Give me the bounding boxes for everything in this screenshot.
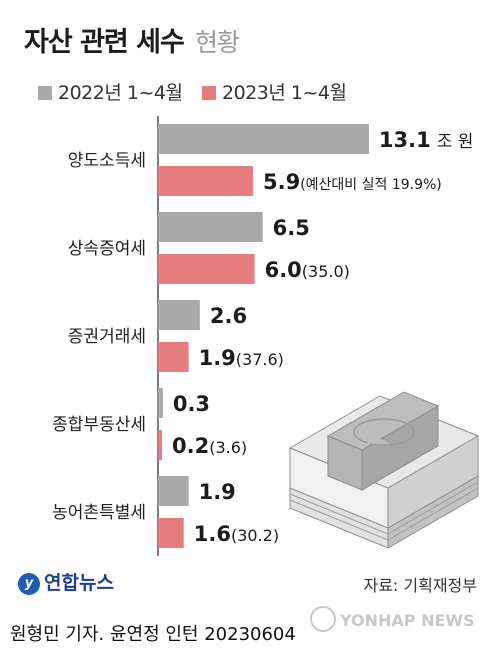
bar-2023 bbox=[158, 254, 255, 284]
note-label: (37.6) bbox=[236, 350, 284, 369]
value-label: 1.6(30.2) bbox=[194, 522, 279, 546]
watermark-text: YONHAP NEWS bbox=[340, 611, 475, 630]
note-label: (3.6) bbox=[209, 438, 247, 457]
category-label: 양도소득세 bbox=[68, 151, 146, 171]
category-label: 농어촌특별세 bbox=[52, 503, 146, 523]
brand-name: 연합뉴스 bbox=[44, 572, 114, 594]
unit-label: 조 원 bbox=[437, 132, 474, 152]
money-stack-icon bbox=[288, 391, 480, 549]
legend-label-2023: 2023년 1~4월 bbox=[222, 82, 347, 104]
value-label: 13.1 조 원 bbox=[379, 128, 474, 152]
legend: 2022년 1~4월 2023년 1~4월 bbox=[38, 78, 360, 105]
note-label: (30.2) bbox=[231, 526, 279, 545]
watermark-logo-icon bbox=[310, 606, 336, 632]
legend-swatch-2023 bbox=[202, 86, 216, 100]
value-label: 1.9 bbox=[199, 480, 236, 504]
value-label: 0.2(3.6) bbox=[172, 434, 247, 458]
source-note: 자료: 기획재정부 bbox=[363, 576, 477, 595]
value-label: 6.5 bbox=[273, 216, 310, 240]
bar-2022 bbox=[158, 212, 263, 242]
bar-2023 bbox=[158, 518, 184, 548]
value-label: 0.3 bbox=[173, 392, 210, 416]
bar-2022 bbox=[158, 300, 200, 330]
value-label: 1.9(37.6) bbox=[199, 346, 284, 370]
note-label: (예산대비 실적 19.9%) bbox=[300, 177, 442, 193]
legend-label-2022: 2022년 1~4월 bbox=[58, 82, 183, 104]
value-label: 6.0(35.0) bbox=[265, 258, 350, 282]
bar-2023 bbox=[158, 430, 162, 460]
bar-2022 bbox=[158, 388, 163, 418]
value-label: 2.6 bbox=[210, 304, 247, 328]
category-label: 증권거래세 bbox=[68, 327, 146, 347]
credit-line: 원형민 기자. 윤연정 인턴 20230604 bbox=[10, 624, 296, 645]
title-sub: 현황 bbox=[194, 28, 240, 57]
title-main: 자산 관련 세수 bbox=[24, 27, 185, 58]
bar-2022 bbox=[158, 124, 369, 154]
bar-2022 bbox=[158, 476, 189, 506]
note-label: (35.0) bbox=[302, 262, 350, 281]
chart-title: 자산 관련 세수 현황 bbox=[24, 20, 240, 59]
watermark: YONHAP NEWS bbox=[310, 606, 475, 632]
category-label: 종합부동산세 bbox=[52, 415, 146, 435]
yonhap-logo-icon: y bbox=[18, 573, 40, 595]
legend-swatch-2022 bbox=[38, 86, 52, 100]
legend-item-2023: 2023년 1~4월 bbox=[202, 78, 347, 105]
category-label: 상속증여세 bbox=[68, 239, 146, 259]
value-label: 5.9(예산대비 실적 19.9%) bbox=[263, 170, 442, 194]
legend-item-2022: 2022년 1~4월 bbox=[38, 78, 183, 105]
brand: y 연합뉴스 bbox=[18, 568, 114, 595]
bar-2023 bbox=[158, 166, 253, 196]
bar-2023 bbox=[158, 342, 189, 372]
